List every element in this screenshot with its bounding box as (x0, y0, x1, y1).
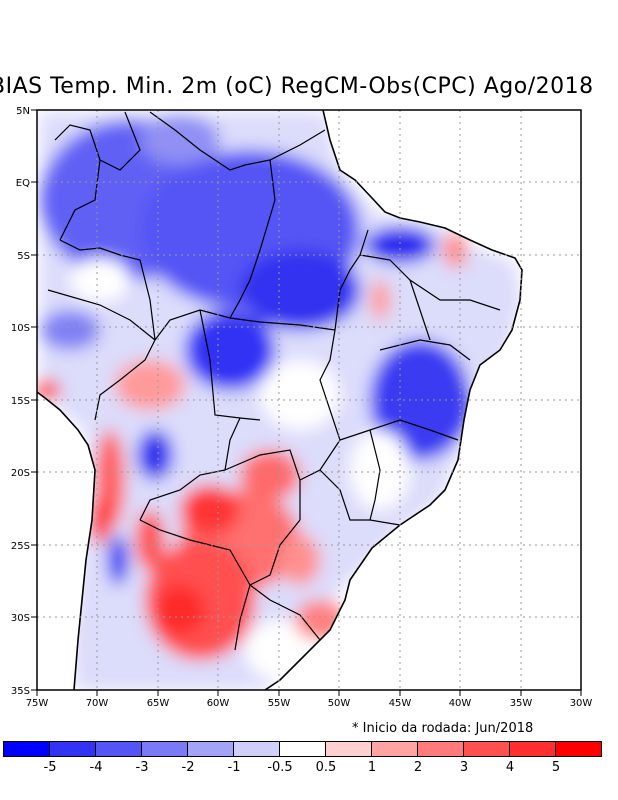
colorbar-cell (555, 741, 602, 757)
bias-field (37, 112, 522, 690)
colorbar-cell (233, 741, 280, 757)
lat-tick-label: 20S (11, 468, 30, 479)
lat-tick-label: 30S (11, 613, 30, 624)
lon-tick-label: 65W (147, 698, 170, 709)
lon-tick-label: 70W (86, 698, 109, 709)
lat-tick-label: 10S (11, 323, 30, 334)
colorbar-label: -4 (89, 760, 103, 775)
borders (47, 111, 501, 651)
colorbar (3, 741, 602, 757)
lat-tick-label: 5S (17, 251, 30, 262)
grid (37, 110, 581, 690)
lat-tick-label: 15S (11, 396, 30, 407)
colorbar-label: 1 (367, 760, 377, 775)
colorbar-label: -3 (135, 760, 149, 775)
lon-tick-label: 75W (26, 698, 49, 709)
colorbar-labels: -5 -4 -3 -2 -1 -0.5 0.5 1 2 3 4 5 (0, 760, 618, 780)
lon-tick-label: 60W (207, 698, 230, 709)
lon-tick-label: 40W (449, 698, 472, 709)
colorbar-label: 0.5 (315, 760, 337, 775)
colorbar-label: 2 (413, 760, 423, 775)
ticks (31, 109, 582, 696)
colorbar-label: 4 (505, 760, 515, 775)
coastline (37, 110, 523, 690)
colorbar-label: 3 (459, 760, 469, 775)
colorbar-label: -5 (43, 760, 57, 775)
lat-tick-label: 35S (11, 686, 30, 697)
lon-tick-label: 50W (328, 698, 351, 709)
colorbar-label: 5 (551, 760, 561, 775)
colorbar-cell (49, 741, 96, 757)
colorbar-cell (417, 741, 464, 757)
colorbar-cell (3, 741, 50, 757)
lat-tick-label: 5N (16, 106, 30, 117)
lon-tick-label: 30W (570, 698, 593, 709)
colorbar-cell (509, 741, 556, 757)
lat-tick-label: EQ (16, 178, 30, 189)
colorbar-label: -2 (181, 760, 195, 775)
lon-tick-label: 55W (268, 698, 291, 709)
colorbar-cell (141, 741, 188, 757)
lon-tick-label: 35W (510, 698, 533, 709)
pacific-ocean (37, 392, 95, 690)
colorbar-cell (95, 741, 142, 757)
map-plot: 75W 70W 65W 60W 55W 50W 45W 40W 35W 30W … (11, 106, 593, 709)
lon-tick-label: 45W (389, 698, 412, 709)
run-start-note: * Inicio da rodada: Jun/2018 (352, 721, 534, 736)
lat-tick-label: 25S (11, 541, 30, 552)
colorbar-cell (279, 741, 326, 757)
colorbar-label: -0.5 (267, 760, 293, 775)
colorbar-cell (325, 741, 372, 757)
colorbar-cell (371, 741, 418, 757)
colorbar-cell (463, 741, 510, 757)
atlantic-ocean (265, 110, 581, 690)
map-title: BIAS Temp. Min. 2m (oC) RegCM-Obs(CPC) A… (0, 74, 594, 99)
colorbar-cell (187, 741, 234, 757)
colorbar-label: -1 (227, 760, 241, 775)
